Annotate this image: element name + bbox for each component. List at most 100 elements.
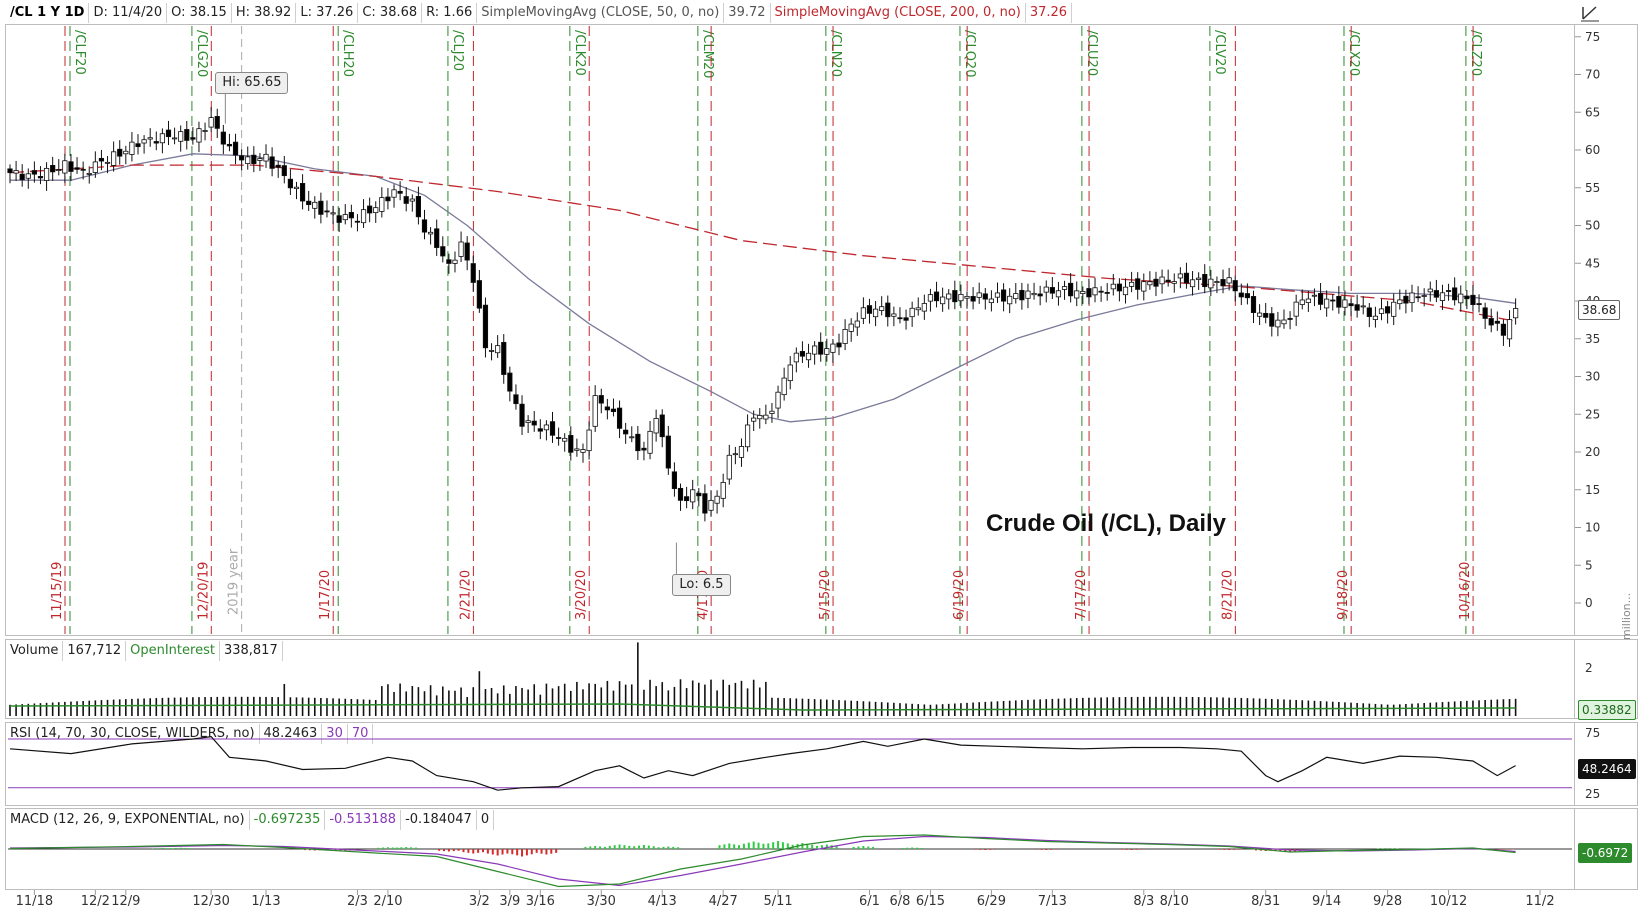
candle-body (117, 148, 123, 157)
candle-body (1171, 281, 1177, 284)
rsi-panel[interactable] (5, 722, 1575, 806)
candle-body (1110, 283, 1116, 290)
candle-body (98, 157, 105, 162)
candle (1427, 281, 1433, 302)
x-tick-label: 6/29 (977, 894, 1006, 909)
y-tick-label: 55 (1585, 181, 1600, 195)
y-tick-label: 50 (1585, 219, 1600, 233)
candle (92, 151, 98, 178)
roll-marker-label: /CLG20 (194, 30, 209, 77)
candle-body (1488, 318, 1494, 326)
candle (556, 427, 562, 446)
macd-label[interactable]: MACD (12, 26, 9, EXPONENTIAL, no) (6, 810, 250, 830)
candle-body (1080, 291, 1086, 295)
candle (1128, 271, 1135, 293)
candle-body (769, 410, 775, 414)
candle-body (184, 129, 190, 141)
candle (568, 426, 574, 461)
candle-body (403, 196, 409, 204)
candle-body (391, 189, 397, 198)
candle (927, 288, 934, 312)
candle-body (1433, 290, 1439, 298)
candle-body (1208, 278, 1214, 289)
rsi-line (9, 735, 1516, 791)
x-tick-label: 5/11 (763, 894, 792, 909)
candle (1049, 277, 1055, 300)
candle (184, 120, 190, 150)
sma50-label[interactable]: SimpleMovingAvg (CLOSE, 50, 0, no) (477, 3, 725, 23)
candle (915, 297, 921, 316)
candle-body (525, 420, 531, 423)
y-tick-label: 70 (1585, 68, 1600, 82)
candle (604, 398, 610, 420)
candle (781, 367, 787, 401)
candle-body (1287, 318, 1293, 320)
candle-body (763, 414, 769, 420)
candle (1189, 271, 1196, 296)
volume-panel[interactable] (5, 639, 1575, 719)
candle (409, 194, 415, 212)
candle-body (1257, 312, 1263, 317)
candle-body (1482, 307, 1488, 319)
candle-body (665, 435, 671, 469)
candle (421, 209, 428, 240)
candle-body (513, 394, 519, 405)
candle-body (1177, 273, 1183, 279)
candle-body (104, 161, 111, 164)
volume-value: 167,712 (63, 641, 127, 661)
price-axis[interactable] (1575, 24, 1638, 636)
candle (1269, 307, 1275, 337)
candle (488, 343, 495, 361)
candle (659, 409, 665, 448)
oi-label[interactable]: OpenInterest (126, 641, 220, 661)
candle (903, 309, 909, 330)
candle (1080, 286, 1086, 305)
macd-badge: -0.6972 (1578, 843, 1633, 863)
candle-body (409, 198, 415, 202)
candle (501, 334, 507, 384)
sma200-label[interactable]: SimpleMovingAvg (CLOSE, 200, 0, no) (771, 3, 1026, 23)
candle-body (872, 308, 879, 318)
candle-body (1494, 320, 1500, 324)
macd-panel[interactable] (5, 808, 1575, 890)
candle (25, 168, 31, 189)
candle (763, 404, 769, 425)
candle-body (744, 424, 751, 448)
candle-body (1391, 301, 1397, 317)
candle (1208, 269, 1214, 297)
candle-body (56, 169, 62, 171)
price-panel[interactable] (5, 24, 1575, 636)
candle-body (1476, 303, 1482, 305)
expiry-marker-label: 5/15/20 (818, 570, 833, 620)
candle (793, 347, 799, 373)
candle-body (1366, 307, 1372, 317)
candle-body (1281, 319, 1287, 325)
candle (641, 441, 647, 461)
candle-body (495, 345, 501, 354)
rsi-axis[interactable] (1575, 722, 1638, 806)
candle (263, 144, 269, 168)
rsi-label[interactable]: RSI (14, 70, 30, CLOSE, WILDERS, no) (6, 724, 260, 744)
candle-body (1378, 308, 1385, 314)
candle (507, 366, 513, 402)
drawing-tool-icon[interactable] (1580, 4, 1600, 22)
expiry-marker-label: 6/19/20 (952, 570, 967, 620)
symbol-label[interactable]: /CL 1 Y 1D (6, 3, 90, 23)
candle-body (159, 133, 165, 144)
candle-body (921, 303, 927, 312)
candle-body (940, 296, 946, 305)
candle-body (909, 307, 915, 318)
volume-label[interactable]: Volume (6, 641, 64, 661)
expiry-marker-label: 11/15/19 (50, 562, 65, 620)
candle (74, 157, 80, 174)
candle-body (165, 129, 172, 138)
candle-body (1013, 293, 1019, 300)
y-tick-label: 0 (1585, 596, 1593, 610)
candle (653, 409, 659, 442)
macd-axis[interactable] (1575, 808, 1638, 890)
candle-body (74, 167, 80, 170)
candle (812, 341, 818, 365)
candle-body (708, 499, 714, 511)
y-tick-label: 45 (1585, 256, 1600, 270)
candle-body (293, 186, 300, 190)
